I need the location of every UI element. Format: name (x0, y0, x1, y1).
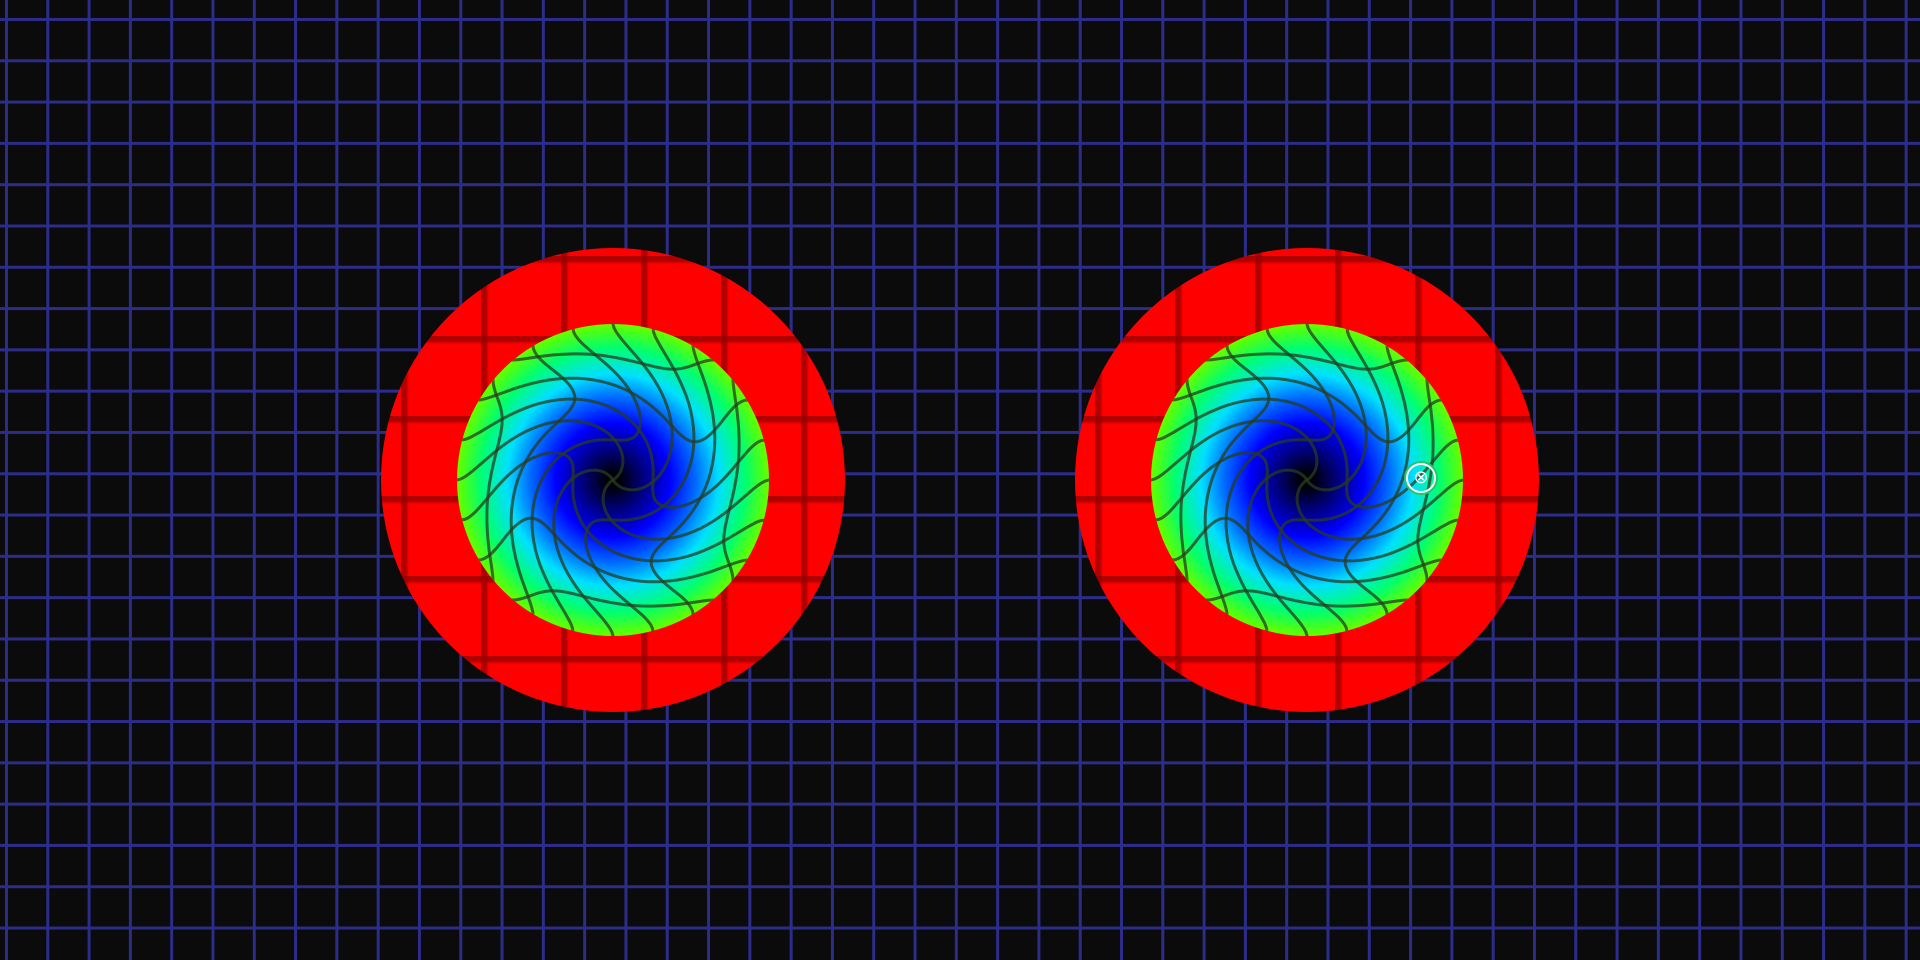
swirl-grid-line (1278, 324, 1390, 636)
swirl-grid-line (1343, 324, 1411, 636)
swirl-grid-line (649, 324, 717, 636)
swirl-grid (457, 324, 769, 636)
swirl-grid-line (1151, 352, 1463, 371)
swirl-grid-line (457, 516, 769, 584)
swirl-grid-line (584, 324, 696, 636)
swirl-grid-line (1151, 451, 1463, 563)
swirl-grid-line (530, 324, 642, 636)
swirl-grid-line (457, 352, 769, 371)
swirl-grid-line (722, 324, 741, 636)
swirl-grid-line (1151, 589, 1463, 608)
left-swirl-lines (457, 324, 769, 636)
swirl-grid-line (1151, 516, 1463, 584)
swirl-grid-line (457, 419, 769, 541)
left-swirl (457, 324, 769, 636)
swirl-grid-line (1179, 324, 1198, 636)
swirl-grid-line (457, 451, 769, 563)
swirl-grid-line (457, 397, 769, 509)
right-swirl-lines (1151, 324, 1463, 636)
swirl-grid-line (485, 324, 504, 636)
swirl-grid-line (1151, 419, 1463, 541)
left-lens[interactable] (381, 248, 845, 712)
swirl-grid-line (1416, 324, 1435, 636)
swirl-grid-line (1224, 324, 1336, 636)
target-marker-icon[interactable]: ⊗ (1406, 463, 1436, 493)
swirl-grid (1151, 324, 1463, 636)
close-icon: ⊗ (1413, 467, 1429, 488)
right-lens[interactable]: ⊗ (1075, 248, 1539, 712)
swirl-grid-line (457, 589, 769, 608)
